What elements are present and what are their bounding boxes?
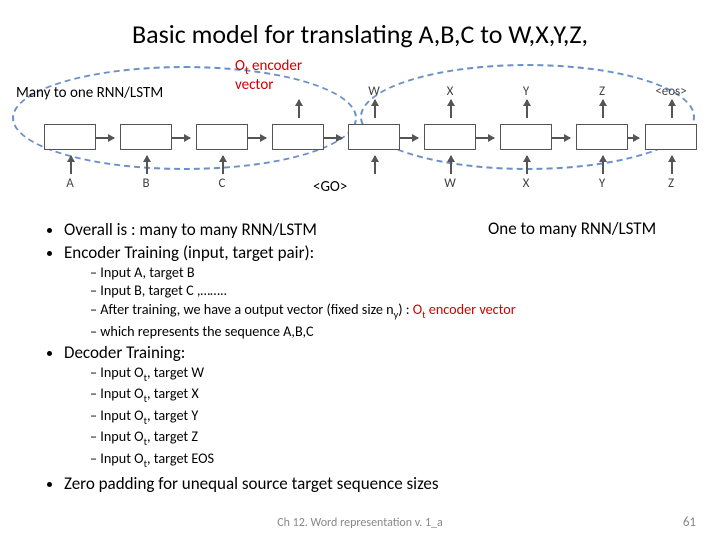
h-arrow-4 (400, 137, 418, 139)
dec-in-arrow-3 (671, 156, 673, 174)
sub-dec-4: Input Ot, target Z (90, 428, 682, 449)
dec-input-label-Z: Z (645, 176, 697, 191)
label-go: <GO> (313, 178, 347, 196)
dec-out-arrow-2 (526, 100, 528, 118)
bullet-encoder-training: Encoder Training (input, target pair): I… (64, 242, 682, 340)
dec-output-label-2: Y (500, 84, 552, 99)
rnn-box-8 (645, 124, 697, 150)
sub-enc-2: Input B, target C ,…….. (90, 282, 682, 300)
h-arrow-7 (628, 137, 639, 139)
slide-title: Basic model for translating A,B,C to W,X… (0, 0, 720, 50)
h-arrow-2 (248, 137, 266, 139)
dec-out-arrow-0 (374, 100, 376, 118)
ot-enc: encoder (249, 57, 302, 75)
dec-out-arrow-4 (671, 100, 673, 118)
enc-input-label-A: A (44, 176, 96, 191)
rnn-box-4 (348, 124, 400, 150)
dec-output-label-3: Z (576, 84, 628, 99)
dec-in-arrow-0 (450, 156, 452, 174)
footer-page-number: 61 (683, 515, 696, 530)
seq2seq-diagram: Many to one RNN/LSTM Ot encoder vector <… (20, 58, 700, 203)
bullet-zero-padding: Zero padding for unequal source target s… (64, 473, 682, 494)
enc-input-label-C: C (196, 176, 248, 191)
rnn-box-7 (576, 124, 628, 150)
h-arrow-1 (172, 137, 190, 139)
dec-in-arrow-2 (602, 156, 604, 174)
dec-output-label-4: <eos> (645, 84, 697, 99)
dec-input-label-Y: Y (576, 176, 628, 191)
rnn-box-1 (120, 124, 172, 150)
sub-dec-5: Input Ot, target EOS (90, 450, 682, 471)
label-many-to-one: Many to one RNN/LSTM (16, 84, 163, 102)
dec-input-label-X: X (500, 176, 552, 191)
rnn-box-2 (196, 124, 248, 150)
enc-in-arrow-1 (146, 156, 148, 174)
dec-input-label-W: W (424, 176, 476, 191)
rnn-box-3 (272, 124, 324, 150)
ot-vec: vector (235, 76, 273, 94)
rnn-box-6 (500, 124, 552, 150)
bullet-list: Overall is : many to many RNN/LSTM Encod… (42, 219, 682, 494)
b2-text: Encoder Training (input, target pair): (64, 242, 314, 263)
dec-out-arrow-3 (602, 100, 604, 118)
sub-enc-3: After training, we have a output vector … (90, 301, 682, 322)
dec-output-label-0: W (348, 84, 400, 99)
dec-out-arrow-1 (450, 100, 452, 118)
enc-in-arrow-2 (222, 156, 224, 174)
footer-center: Ch 12. Word representation v. 1_a (0, 516, 720, 530)
label-ot-encoder: Ot encoder vector (235, 58, 335, 94)
enc-in-arrow-0 (70, 156, 72, 174)
enc-out-arrow (298, 100, 300, 118)
sub-dec-1: Input Ot, target W (90, 364, 682, 385)
rnn-box-5 (424, 124, 476, 150)
rnn-box-0 (44, 124, 96, 150)
sub-enc-4: which represents the sequence A,B,C (90, 323, 682, 341)
sub-dec-3: Input Ot, target Y (90, 407, 682, 428)
bullet-decoder-training: Decoder Training: Input Ot, target W Inp… (64, 342, 682, 470)
sub-dec-2: Input Ot, target X (90, 385, 682, 406)
h-arrow-6 (552, 137, 570, 139)
h-arrow-0 (96, 137, 114, 139)
label-one-to-many: One to many RNN/LSTM (488, 218, 656, 239)
sub-enc-1: Input A, target B (90, 264, 682, 282)
dec-in-arrow-1 (526, 156, 528, 174)
h-arrow-5 (476, 137, 494, 139)
h-arrow-3 (324, 137, 342, 139)
ot-o: O (235, 57, 245, 75)
dec-output-label-1: X (424, 84, 476, 99)
dec-go-arrow (374, 156, 376, 174)
enc-input-label-B: B (120, 176, 172, 191)
b3-text: Decoder Training: (64, 342, 185, 363)
